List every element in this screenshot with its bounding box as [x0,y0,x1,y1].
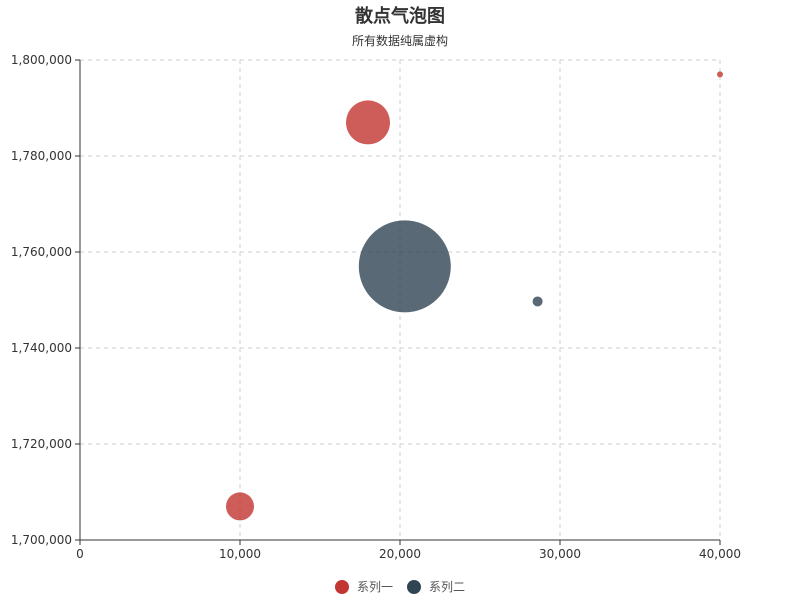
y-tick-label: 1,720,000 [11,437,72,451]
bubble-point [346,100,390,145]
legend-marker-icon [334,579,349,594]
x-tick-label: 20,000 [379,547,421,561]
legend: 系列一 系列二 [0,578,800,595]
legend-label: 系列二 [429,580,466,594]
chart-title: 散点气泡图 [355,6,445,27]
bubble-point [226,492,254,521]
legend-marker-icon [407,579,421,594]
x-tick-label: 30,000 [539,547,581,561]
y-tick-label: 1,740,000 [11,341,72,355]
y-tick-label: 1,780,000 [11,149,72,163]
x-tick-label: 10,000 [219,547,261,561]
legend-label: 系列一 [356,580,393,594]
bubble-point [358,220,451,313]
x-tick-label: 0 [76,547,84,561]
bubble-point [532,296,543,307]
chart-subtitle: 所有数据纯属虚构 [351,34,448,48]
y-tick-label: 1,760,000 [11,245,72,259]
bubble-point [717,71,723,78]
x-tick-label: 40,000 [699,547,741,561]
y-tick-label: 1,800,000 [11,53,72,67]
legend-item-series-2[interactable]: 系列二 [407,578,465,595]
legend-item-series-1[interactable]: 系列一 [334,578,393,595]
y-tick-label: 1,700,000 [11,533,72,547]
